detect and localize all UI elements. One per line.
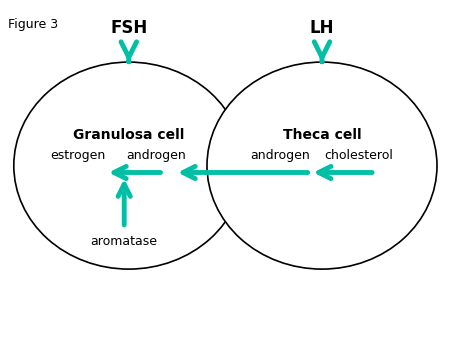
Ellipse shape xyxy=(207,62,436,269)
Text: androgen: androgen xyxy=(250,149,310,162)
Text: androgen: androgen xyxy=(126,149,186,162)
Text: Granulosa cell: Granulosa cell xyxy=(73,128,184,141)
Text: aromatase: aromatase xyxy=(90,235,157,248)
Text: Theca cell: Theca cell xyxy=(282,128,360,141)
Ellipse shape xyxy=(14,62,243,269)
Text: FSH: FSH xyxy=(110,19,147,37)
Text: Figure 3: Figure 3 xyxy=(8,18,58,31)
Text: estrogen: estrogen xyxy=(50,149,106,162)
Text: cholesterol: cholesterol xyxy=(324,149,392,162)
Text: LH: LH xyxy=(309,19,334,37)
